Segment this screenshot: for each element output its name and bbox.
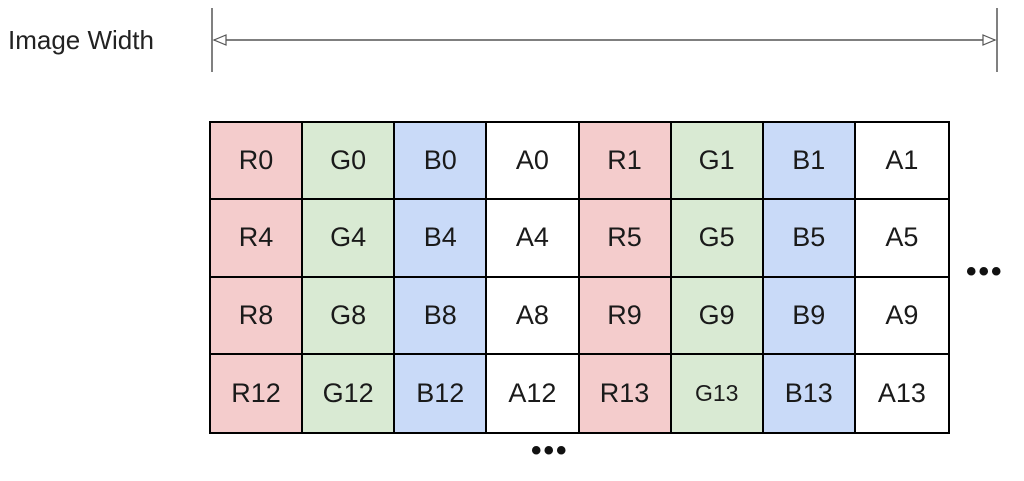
pixel-cell-g13: G13: [671, 354, 764, 432]
pixel-cell-r1: R1: [579, 123, 672, 201]
image-width-label: Image Width: [8, 25, 154, 55]
pixel-cell-g12: G12: [303, 354, 396, 432]
pixel-cell-r8: R8: [211, 277, 304, 355]
pixel-cell-g8: G8: [303, 277, 396, 355]
pixel-cell-a1: A1: [855, 123, 948, 201]
image-width-arrow: [211, 8, 998, 72]
continuation-ellipsis-bottom: •••: [531, 434, 569, 467]
arrow-right-head: [982, 34, 997, 46]
pixel-cell-a0: A0: [487, 123, 580, 201]
pixel-cell-r12: R12: [211, 354, 304, 432]
pixel-cell-a8: A8: [487, 277, 580, 355]
pixel-cell-b12: B12: [395, 354, 488, 432]
pixel-cell-a4: A4: [487, 200, 580, 278]
pixel-cell-r9: R9: [579, 277, 672, 355]
pixel-cell-g5: G5: [671, 200, 764, 278]
pixel-cell-b1: B1: [763, 123, 856, 201]
pixel-cell-a9: A9: [855, 277, 948, 355]
pixel-cell-b8: B8: [395, 277, 488, 355]
pixel-cell-b13: B13: [763, 354, 856, 432]
pixel-cell-a13: A13: [855, 354, 948, 432]
pixel-cell-r4: R4: [211, 200, 304, 278]
pixel-cell-r5: R5: [579, 200, 672, 278]
pixel-cell-a5: A5: [855, 200, 948, 278]
pixel-cell-g1: G1: [671, 123, 764, 201]
pixel-data-grid: R0 G0 B0 A0 R1 G1 B1 A1 R4 G4 B4 A4 R5 G5 B5 A5 R8 G8 B8 A8…: [209, 121, 950, 434]
pixel-cell-a12: A12: [487, 354, 580, 432]
pixel-cell-b9: B9: [763, 277, 856, 355]
pixel-cell-b4: B4: [395, 200, 488, 278]
pixel-cell-b5: B5: [763, 200, 856, 278]
pixel-cell-g0: G0: [303, 123, 396, 201]
pixel-cell-r13: R13: [579, 354, 672, 432]
pixel-cell-g4: G4: [303, 200, 396, 278]
arrow-left-head: [212, 34, 227, 46]
pixel-cell-r0: R0: [211, 123, 304, 201]
pixel-cell-b0: B0: [395, 123, 488, 201]
pixel-cell-g9: G9: [671, 277, 764, 355]
continuation-ellipsis-right: •••: [966, 255, 1004, 288]
